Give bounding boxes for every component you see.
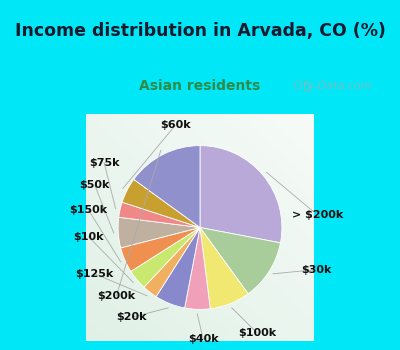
Text: $50k: $50k: [80, 180, 110, 190]
Wedge shape: [131, 228, 200, 287]
Wedge shape: [200, 228, 280, 294]
Wedge shape: [200, 146, 282, 243]
Text: > $200k: > $200k: [292, 210, 343, 220]
Wedge shape: [200, 228, 248, 309]
Text: $20k: $20k: [117, 312, 147, 322]
Text: ⓘ: ⓘ: [304, 80, 311, 93]
Text: $40k: $40k: [188, 334, 218, 344]
Wedge shape: [118, 217, 200, 248]
Wedge shape: [119, 202, 200, 228]
Wedge shape: [185, 228, 210, 309]
Text: $10k: $10k: [73, 232, 104, 242]
Text: $30k: $30k: [301, 265, 332, 275]
Text: Income distribution in Arvada, CO (%): Income distribution in Arvada, CO (%): [14, 22, 386, 40]
Text: $100k: $100k: [238, 328, 276, 338]
Text: $75k: $75k: [89, 158, 119, 168]
Text: $60k: $60k: [160, 120, 190, 131]
Wedge shape: [134, 146, 200, 228]
Wedge shape: [122, 179, 200, 228]
Wedge shape: [156, 228, 200, 308]
Wedge shape: [144, 228, 200, 297]
Text: $125k: $125k: [76, 269, 114, 279]
Text: City-Data.com: City-Data.com: [292, 82, 372, 91]
Text: $200k: $200k: [97, 290, 136, 301]
Text: Asian residents: Asian residents: [139, 79, 261, 93]
Wedge shape: [121, 228, 200, 271]
Text: $150k: $150k: [70, 205, 108, 215]
